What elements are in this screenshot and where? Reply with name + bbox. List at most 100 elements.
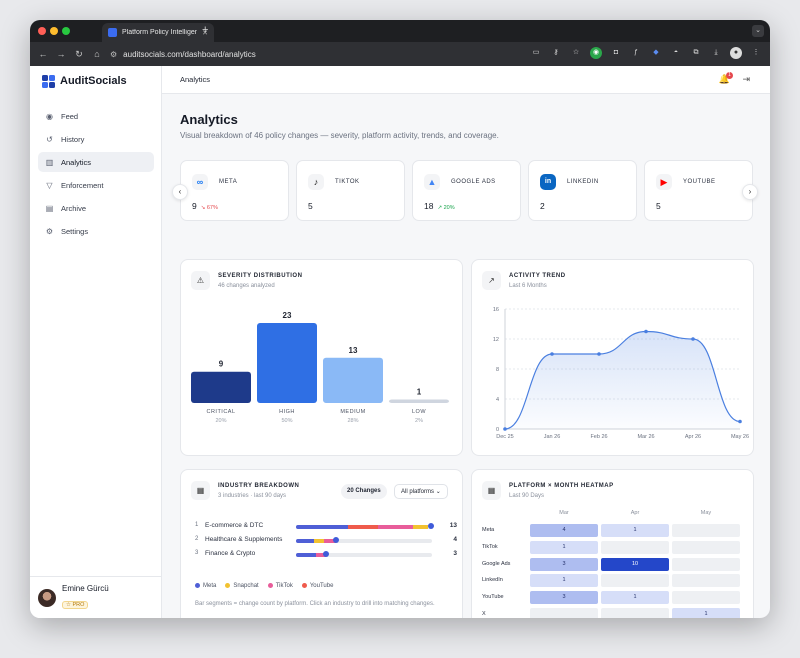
heatmap-cell[interactable]: 1 <box>530 574 598 588</box>
heatmap-cell[interactable] <box>601 608 669 618</box>
heatmap-cell[interactable] <box>672 557 740 571</box>
forward-icon[interactable]: → <box>56 49 66 59</box>
sidebar-item-analytics[interactable]: ▥ Analytics <box>38 152 154 172</box>
heatmap-cell[interactable] <box>530 608 598 618</box>
reload-icon[interactable]: ↻ <box>75 48 83 59</box>
font-extension-icon[interactable]: ƒ <box>634 49 638 56</box>
camera-extension-icon[interactable]: ◘ <box>613 49 619 56</box>
bookmark-star-icon[interactable]: ☆ <box>572 49 580 56</box>
y-tick-label: 12 <box>493 337 499 343</box>
heatmap-platform-label: LinkedIn <box>482 577 503 584</box>
segment-tiktok <box>378 525 413 529</box>
extension-green-icon[interactable]: ◉ <box>590 47 602 59</box>
sidebar-item-enforcement[interactable]: ▽ Enforcement <box>38 175 154 195</box>
severity-bar-medium[interactable] <box>323 357 383 403</box>
heatmap-cell[interactable]: 10 <box>601 557 669 571</box>
password-key-icon[interactable]: ⚷ <box>553 49 559 56</box>
shield-extension-icon[interactable]: ◆ <box>653 49 659 56</box>
heatmap-cell[interactable] <box>601 574 669 588</box>
heatmap-cell[interactable] <box>672 591 740 605</box>
industry-row-finance[interactable]: 3 Finance & Crypto 3 <box>195 550 457 560</box>
filter-icon: ▽ <box>46 180 53 190</box>
trend-point[interactable] <box>644 329 648 334</box>
trend-point[interactable] <box>738 419 742 424</box>
sidebar-item-settings[interactable]: ⚙ Settings <box>38 221 154 241</box>
heatmap-cell[interactable]: 1 <box>601 591 669 605</box>
legend-item-youtube: YouTube <box>301 583 333 589</box>
eye-extension-icon[interactable]: ◓ <box>673 49 679 56</box>
industry-row-ecommerce[interactable]: 1 E-commerce & DTC 13 <box>195 522 457 532</box>
carousel-next-button[interactable]: › <box>742 184 758 200</box>
site-info-icon[interactable]: ⚙ <box>110 49 118 59</box>
close-window-icon[interactable] <box>38 27 46 35</box>
platform-filter-value: All platforms <box>401 489 435 495</box>
sidebar-item-label: History <box>61 134 85 144</box>
bell-icon[interactable]: 🔔 <box>718 74 730 84</box>
trend-point[interactable] <box>503 427 507 431</box>
profile-icon[interactable]: ● <box>730 47 742 59</box>
user-profile[interactable]: Emine Gürcü ☆ PRO <box>30 576 162 618</box>
severity-percent-label: 2% <box>415 418 423 424</box>
puzzle-extensions-icon[interactable]: ⧉ <box>693 49 699 56</box>
heatmap-cell[interactable] <box>672 574 740 588</box>
download-icon[interactable]: ⤓ <box>714 49 718 56</box>
severity-bar-critical[interactable] <box>191 371 251 403</box>
maximize-window-icon[interactable] <box>62 27 70 35</box>
sidebar-item-feed[interactable]: ◉ Feed <box>38 106 154 126</box>
back-icon[interactable]: ← <box>38 49 48 59</box>
new-tab-icon[interactable]: + <box>202 24 209 36</box>
user-name: Emine Gürcü <box>62 584 109 593</box>
severity-category-label: CRITICAL <box>206 409 235 415</box>
carousel-prev-button[interactable]: ‹ <box>172 184 188 200</box>
platform-card-google-ads[interactable]: ▲ GOOGLE ADS 18 ↗ 20% <box>412 160 521 221</box>
industry-legend: Meta Snapchat TikTok YouTube <box>195 583 333 589</box>
heatmap-cell[interactable]: 1 <box>672 608 740 618</box>
severity-value-label: 1 <box>417 388 422 397</box>
heatmap-cell[interactable] <box>601 540 669 554</box>
heatmap-cell[interactable]: 3 <box>530 591 598 605</box>
sidebar-item-history[interactable]: ↺ History <box>38 129 154 149</box>
tab-search-icon[interactable]: ⌄ <box>752 25 764 37</box>
platform-filter-select[interactable]: All platforms ⌄ <box>394 484 448 499</box>
address-bar[interactable]: ⚙ auditsocials.com/dashboard/analytics <box>110 45 630 63</box>
sidebar-item-archive[interactable]: ▤ Archive <box>38 198 154 218</box>
youtube-icon: ▶ <box>656 174 672 190</box>
severity-bar-low[interactable] <box>389 399 449 403</box>
logout-icon[interactable]: ⇥ <box>742 74 750 84</box>
heatmap-cell[interactable]: 3 <box>530 557 598 571</box>
platform-card-linkedin[interactable]: in LINKEDIN 2 <box>528 160 637 221</box>
severity-value-label: 13 <box>349 346 358 355</box>
industry-row-healthcare[interactable]: 2 Healthcare & Supplements 4 <box>195 536 457 546</box>
cast-icon[interactable]: ▭ <box>532 49 540 56</box>
page-title: Analytics <box>180 112 238 127</box>
industry-breakdown-card: ▦ INDUSTRY BREAKDOWN 3 industries · last… <box>180 469 463 618</box>
trend-point[interactable] <box>691 337 695 341</box>
segment-meta <box>296 553 316 557</box>
heatmap-cell[interactable] <box>672 540 740 554</box>
heatmap-platform-label: TikTok <box>482 543 498 550</box>
minimize-window-icon[interactable] <box>50 27 58 35</box>
platform-card-youtube[interactable]: ▶ YOUTUBE 5 <box>644 160 753 221</box>
segment-tiktok <box>316 553 326 557</box>
heatmap-cell[interactable]: 1 <box>601 524 669 537</box>
x-tick-label: Mar 26 <box>637 434 654 440</box>
tab-close-icon[interactable]: ✕ <box>202 29 208 37</box>
trend-point[interactable] <box>550 352 554 356</box>
notification-badge: 1 <box>726 72 733 79</box>
heatmap-cell[interactable]: 4 <box>530 524 598 537</box>
platform-name: YOUTUBE <box>683 179 716 185</box>
platform-card-tiktok[interactable]: ♪ TIKTOK 5 <box>296 160 405 221</box>
trend-point[interactable] <box>597 352 601 356</box>
platform-card-meta[interactable]: ∞ META 9 ↘ 67% <box>180 160 289 221</box>
linkedin-icon: in <box>540 174 556 190</box>
severity-distribution-card: ⚠ SEVERITY DISTRIBUTION 46 changes analy… <box>180 259 463 456</box>
browser-tab[interactable]: Platform Policy Intelligence ✕ <box>102 23 214 42</box>
severity-bar-high[interactable] <box>257 323 317 403</box>
kebab-menu-icon[interactable]: ⋮ <box>752 49 760 56</box>
heatmap-cell[interactable]: 1 <box>530 540 598 554</box>
sidebar-nav: ◉ Feed ↺ History ▥ Analytics ▽ Enforceme… <box>38 106 154 244</box>
brand[interactable]: AuditSocials <box>42 74 127 88</box>
heatmap-cell[interactable] <box>672 524 740 537</box>
industry-hint: Bar segments = change count by platform.… <box>195 601 435 607</box>
home-icon[interactable]: ⌂ <box>94 49 100 59</box>
